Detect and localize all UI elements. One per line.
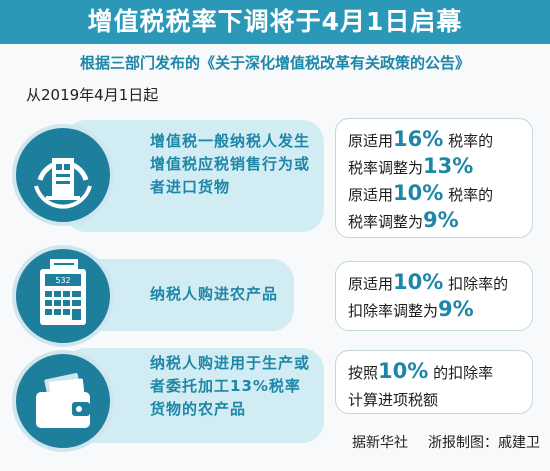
- rate-change-line: 原适用10% 扣除率的: [348, 270, 509, 294]
- source-agency: 据新华社: [352, 435, 408, 451]
- description-text: 增值税一般纳税人发生增值税应税销售行为或者进口货物: [150, 132, 311, 196]
- title-banner: [0, 0, 550, 44]
- tax-emblem-icon: [12, 124, 114, 226]
- rate-change-line: 原适用16% 税率的: [348, 127, 494, 151]
- rate-change-line: 扣除率调整为9%: [348, 297, 474, 321]
- graphic-credit: 浙报制图：戚建卫: [428, 435, 540, 451]
- effective-date: 从2019年4月1日起: [26, 86, 159, 104]
- rate-change-line: 原适用10% 税率的: [348, 181, 494, 205]
- description-text: 纳税人购进农产品: [150, 285, 279, 303]
- rate-change-line: 税率调整为9%: [348, 208, 459, 232]
- wallet-icon: [12, 350, 114, 452]
- rate-change-box: 原适用10% 扣除率的 扣除率调整为9%: [335, 261, 533, 331]
- rate-change-line: 计算进项税额: [348, 391, 439, 409]
- rate-change-line: 税率调整为13%: [348, 154, 474, 178]
- description-text: 纳税人购进用于生产或者委托加工13%税率货物的农产品: [150, 354, 311, 418]
- source-credit: 据新华社 浙报制图：戚建卫: [300, 432, 540, 452]
- rate-change-box: 按照10% 的扣除率 计算进项税额: [335, 350, 533, 414]
- policy-row-general-taxpayer: 增值税一般纳税人发生增值税应税销售行为或者进口货物 原适用16% 税率的 税率调…: [0, 110, 550, 250]
- rate-change-line: 按照10% 的扣除率: [348, 359, 494, 383]
- rate-change-box: 原适用16% 税率的 税率调整为13% 原适用10% 税率的 税率调整为9%: [335, 118, 533, 238]
- policy-row-agricultural-purchase: 532 纳税人购进农产品 原适用10% 扣除率的 扣除率调整为9%: [0, 245, 550, 350]
- policy-row-processing-13pct: 纳税人购进用于生产或者委托加工13%税率货物的农产品 按照10% 的扣除率 计算…: [0, 348, 550, 452]
- page-subtitle: 根据三部门发布的《关于深化增值税改革有关政策的公告》: [79, 54, 470, 72]
- calculator-display: 532: [55, 276, 70, 285]
- calculator-icon: 532: [12, 245, 114, 347]
- page-title: 增值税税率下调将于4月1日启幕: [87, 7, 463, 36]
